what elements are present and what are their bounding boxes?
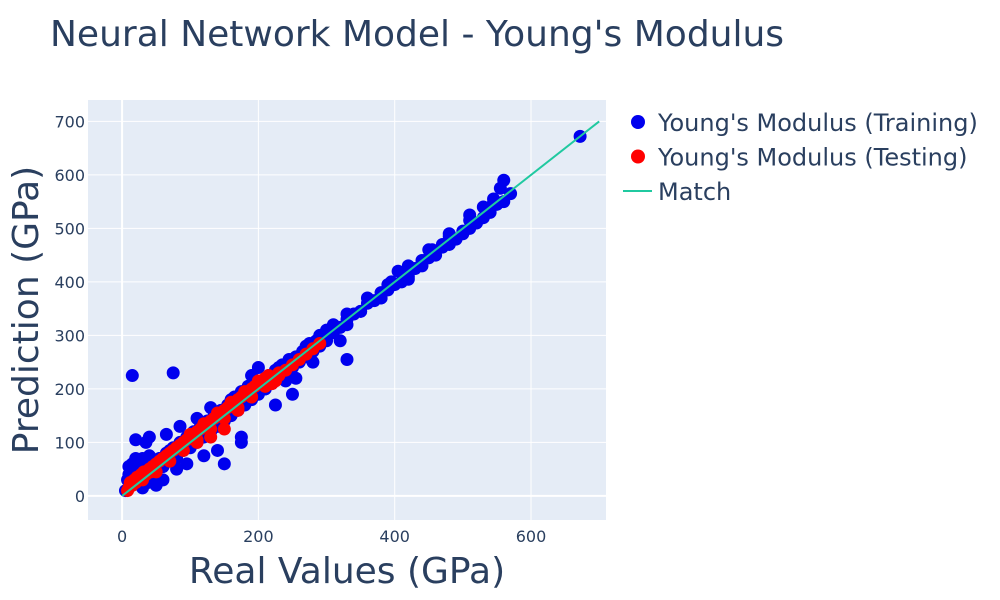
data-point xyxy=(180,457,194,471)
y-tick-label: 500 xyxy=(54,219,85,238)
x-axis-title: Real Values (GPa) xyxy=(189,551,505,592)
data-point xyxy=(245,390,259,404)
y-tick-label: 700 xyxy=(54,112,85,131)
data-point xyxy=(272,369,286,383)
data-point xyxy=(313,336,327,350)
data-point xyxy=(125,369,139,383)
legend-label: Young's Modulus (Testing) xyxy=(657,144,968,172)
data-point xyxy=(289,371,303,385)
data-point xyxy=(391,264,405,278)
data-point xyxy=(217,422,231,436)
data-point xyxy=(159,427,173,441)
legend-item[interactable]: Young's Modulus (Training) xyxy=(631,109,978,137)
y-tick-label: 400 xyxy=(54,273,85,292)
data-point xyxy=(166,366,180,380)
legend-marker xyxy=(631,149,645,164)
data-point xyxy=(354,304,368,318)
data-point xyxy=(197,449,211,463)
y-tick-label: 600 xyxy=(54,166,85,185)
data-point xyxy=(234,430,248,444)
y-axis-title: Prediction (GPa) xyxy=(6,166,47,454)
data-point xyxy=(142,430,156,444)
series-1 xyxy=(121,336,327,498)
data-point xyxy=(268,398,282,412)
data-point xyxy=(497,173,511,187)
x-tick-label: 600 xyxy=(516,527,547,546)
y-tick-label: 100 xyxy=(54,433,85,452)
legend-marker xyxy=(631,115,645,129)
data-point xyxy=(463,213,477,227)
data-point xyxy=(211,406,224,420)
legend-item[interactable]: Match xyxy=(623,178,731,206)
data-point xyxy=(456,224,470,238)
x-tick-label: 200 xyxy=(243,527,274,546)
data-point xyxy=(204,430,218,444)
series-2 xyxy=(121,120,600,497)
x-tick-label: 0 xyxy=(117,527,127,546)
y-tick-label: 0 xyxy=(75,487,85,506)
x-tick-label: 400 xyxy=(379,527,410,546)
data-point xyxy=(129,451,143,465)
data-point xyxy=(211,443,224,457)
chart-title: Neural Network Model - Young's Modulus xyxy=(50,14,785,55)
legend-label: Match xyxy=(658,178,731,206)
data-point xyxy=(504,187,518,201)
data-layer xyxy=(118,120,600,498)
match-line xyxy=(121,120,600,497)
y-tick-label: 200 xyxy=(54,380,85,399)
data-point xyxy=(217,457,231,471)
y-tick-label: 300 xyxy=(54,326,85,345)
legend-item[interactable]: Young's Modulus (Testing) xyxy=(631,144,968,172)
data-point xyxy=(258,379,272,393)
data-point xyxy=(381,278,395,292)
data-point xyxy=(333,334,347,348)
legend[interactable]: Young's Modulus (Training) Young's Modulu… xyxy=(623,109,978,206)
data-point xyxy=(129,433,143,447)
data-point xyxy=(285,387,299,401)
data-point xyxy=(197,417,211,431)
axes: 0 200 400 600 0 100 200 300 400 500 600 700 xyxy=(54,112,546,546)
legend-label: Young's Modulus (Training) xyxy=(657,109,978,137)
data-point xyxy=(340,352,354,366)
data-point xyxy=(251,361,265,375)
data-point xyxy=(401,272,415,286)
data-point xyxy=(173,419,187,433)
